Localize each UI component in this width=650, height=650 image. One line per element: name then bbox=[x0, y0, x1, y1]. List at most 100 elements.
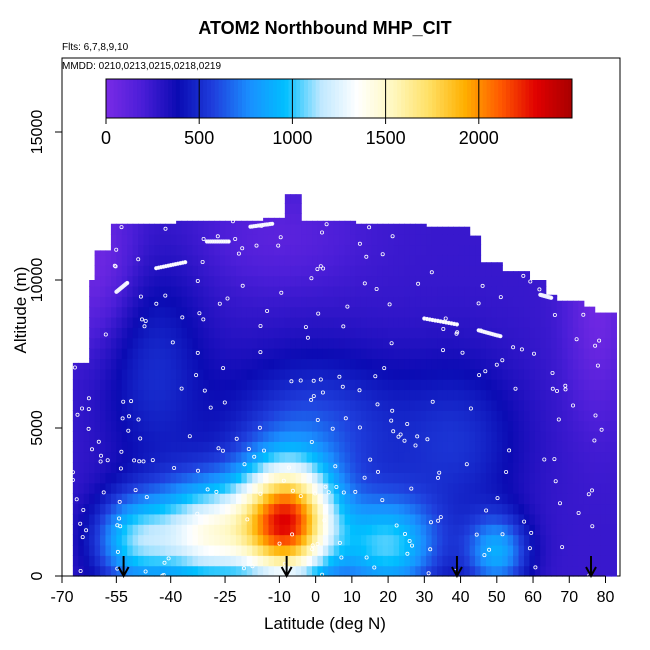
heatmap-cell bbox=[567, 472, 574, 484]
heatmap-cell bbox=[268, 368, 275, 380]
heatmap-cell bbox=[181, 441, 188, 453]
heatmap-cell bbox=[409, 337, 416, 349]
heatmap-cell bbox=[409, 462, 416, 473]
heatmap-cell bbox=[317, 441, 324, 453]
heatmap-cell bbox=[263, 244, 270, 256]
heatmap-cell bbox=[437, 493, 444, 505]
heatmap-cell bbox=[181, 472, 188, 484]
heatmap-cell bbox=[458, 296, 465, 308]
heatmap-cell bbox=[94, 430, 101, 442]
heatmap-cell bbox=[301, 565, 308, 577]
heatmap-cell bbox=[192, 223, 199, 235]
heatmap-cell bbox=[382, 399, 389, 411]
heatmap-cell bbox=[382, 275, 389, 287]
heatmap-cell bbox=[219, 524, 226, 536]
heatmap-cell bbox=[523, 493, 531, 505]
sample-point bbox=[435, 475, 440, 480]
x-tick-label: -40 bbox=[159, 589, 182, 606]
heatmap-cell bbox=[328, 223, 335, 235]
colorbar-swatch bbox=[397, 79, 402, 118]
heatmap-cell bbox=[333, 368, 340, 380]
heatmap-cell bbox=[496, 337, 503, 349]
heatmap-cell bbox=[241, 220, 248, 225]
heatmap-cell bbox=[148, 358, 155, 370]
heatmap-cell bbox=[556, 399, 563, 411]
heatmap-cell bbox=[143, 482, 150, 494]
heatmap-cell bbox=[393, 503, 400, 515]
heatmap-cell bbox=[116, 451, 123, 463]
heatmap-cell bbox=[268, 234, 275, 246]
heatmap-cell bbox=[159, 430, 166, 442]
heatmap-cell bbox=[339, 379, 346, 391]
heatmap-cell bbox=[534, 337, 541, 349]
heatmap-cell bbox=[529, 306, 536, 318]
colorbar-swatch bbox=[199, 79, 204, 118]
heatmap-cell bbox=[415, 275, 422, 287]
heatmap-cell bbox=[572, 565, 579, 577]
heatmap-cell bbox=[121, 524, 128, 536]
heatmap-cell bbox=[328, 306, 335, 318]
heatmap-cell bbox=[469, 379, 476, 391]
heatmap-cell bbox=[170, 337, 177, 349]
heatmap-cell bbox=[263, 317, 270, 328]
heatmap-cell bbox=[350, 379, 357, 391]
heatmap-cell bbox=[301, 265, 308, 277]
heatmap-cell bbox=[534, 451, 541, 463]
heatmap-cell bbox=[306, 472, 313, 484]
heatmap-cell bbox=[360, 275, 367, 287]
heatmap-cell bbox=[409, 534, 416, 546]
heatmap-cell bbox=[257, 220, 264, 225]
heatmap-cell bbox=[464, 534, 471, 546]
heatmap-cell bbox=[572, 348, 579, 360]
heatmap-cell bbox=[556, 420, 563, 432]
heatmap-cell bbox=[583, 472, 590, 484]
colorbar-swatch bbox=[319, 79, 324, 118]
heatmap-cell bbox=[83, 399, 90, 411]
heatmap-cell bbox=[388, 306, 395, 318]
heatmap-cell bbox=[458, 451, 465, 463]
heatmap-cell bbox=[219, 472, 226, 484]
heatmap-cell bbox=[241, 327, 248, 339]
heatmap-cell bbox=[100, 296, 107, 308]
heatmap-cell bbox=[165, 348, 172, 360]
heatmap-cell bbox=[89, 379, 96, 391]
sample-point bbox=[443, 316, 448, 321]
heatmap-cell bbox=[464, 254, 471, 266]
heatmap-cell bbox=[583, 430, 590, 442]
heatmap-cell bbox=[431, 451, 438, 463]
heatmap-cell bbox=[208, 513, 215, 525]
heatmap-cell bbox=[197, 317, 204, 328]
heatmap-cell bbox=[317, 430, 324, 442]
heatmap-cell bbox=[154, 544, 161, 556]
sample-point bbox=[86, 396, 91, 401]
heatmap-cell bbox=[322, 358, 329, 370]
heatmap-cell bbox=[344, 430, 351, 442]
heatmap-cell bbox=[295, 472, 302, 484]
heatmap-cell bbox=[317, 337, 324, 349]
heatmap-cell bbox=[540, 482, 547, 494]
heatmap-cell bbox=[208, 503, 215, 515]
heatmap-cell bbox=[518, 348, 525, 360]
heatmap-cell bbox=[610, 368, 617, 380]
heatmap-cell bbox=[545, 441, 552, 453]
heatmap-cell bbox=[562, 441, 569, 453]
heatmap-cell bbox=[235, 493, 242, 505]
heatmap-cell bbox=[121, 379, 128, 391]
heatmap-cell bbox=[94, 254, 101, 266]
heatmap-cell bbox=[132, 244, 139, 256]
heatmap-cell bbox=[350, 524, 357, 536]
heatmap-cell bbox=[377, 379, 384, 391]
heatmap-cell bbox=[312, 544, 319, 556]
heatmap-cell bbox=[485, 389, 492, 401]
heatmap-cell bbox=[475, 430, 482, 442]
heatmap-cell bbox=[562, 524, 569, 536]
heatmap-cell bbox=[562, 306, 569, 318]
heatmap-cell bbox=[225, 244, 232, 256]
heatmap-cell bbox=[100, 524, 107, 536]
colorbar-swatch bbox=[226, 79, 231, 118]
heatmap-cell bbox=[301, 337, 308, 349]
heatmap-cell bbox=[225, 220, 232, 225]
heatmap-cell bbox=[507, 451, 514, 463]
heatmap-cell bbox=[344, 544, 351, 556]
sample-point bbox=[326, 490, 331, 495]
